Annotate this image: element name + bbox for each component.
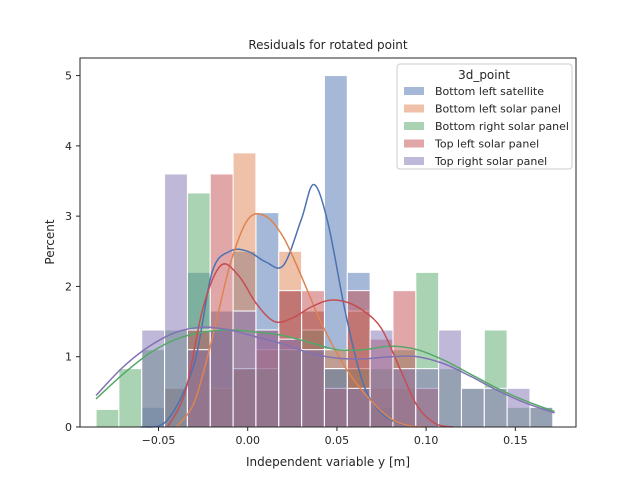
- bar-s4-b7: [255, 329, 280, 428]
- y-tick-label: 5: [65, 70, 72, 83]
- y-ticks: 0 1 2 3 4 5: [65, 70, 80, 434]
- x-tick-label: 0.05: [325, 434, 350, 447]
- kde-line-s3: [166, 263, 454, 428]
- bar-s4-b15: [438, 329, 462, 428]
- legend-entries: Bottom left satellite Bottom left solar p…: [404, 85, 569, 168]
- kde-line-s2: [95, 329, 555, 413]
- kde-layer: [95, 183, 555, 428]
- bar-s4-b8: [278, 338, 303, 428]
- x-tick-label: 0.15: [503, 434, 528, 447]
- legend-label: Top right solar panel: [434, 155, 547, 168]
- kde-line-s4: [95, 326, 555, 414]
- legend-swatch: [404, 139, 424, 148]
- bar-s4-b5: [209, 329, 234, 428]
- y-axis-label: Percent: [43, 219, 57, 264]
- legend-label: Top left solar panel: [434, 138, 539, 151]
- y-tick-label: 1: [65, 351, 72, 364]
- y-tick-label: 0: [65, 421, 72, 434]
- x-axis-label: Independent variable y [m]: [246, 455, 410, 469]
- legend-title: 3d_point: [458, 68, 510, 82]
- bar-s2-b1: [118, 368, 143, 428]
- kde-line-s1: [175, 212, 427, 428]
- bar-s4-b3: [164, 173, 188, 428]
- legend-swatch: [404, 104, 424, 113]
- bar-s4-b9: [301, 349, 325, 428]
- y-tick-label: 2: [65, 280, 72, 293]
- legend-swatch: [404, 122, 424, 130]
- legend-label: Bottom left satellite: [435, 85, 544, 98]
- plot-frame: [79, 57, 577, 428]
- x-tick-label: 0.10: [414, 434, 439, 447]
- legend-swatch: [404, 87, 424, 95]
- legend-label: Bottom left solar panel: [435, 103, 561, 116]
- y-tick-label: 4: [65, 140, 72, 153]
- bar-s4-b6: [232, 310, 257, 428]
- chart-title: Residuals for rotated point: [248, 38, 408, 52]
- x-tick-label: 0.00: [235, 434, 260, 447]
- bar-s4-b16: [460, 387, 485, 428]
- y-tick-label: 3: [65, 210, 72, 223]
- legend-box: [396, 63, 573, 170]
- legend-swatch: [404, 157, 424, 165]
- bar-s2-b0: [95, 408, 120, 428]
- x-ticks: −0.05 0.00 0.05 0.10 0.15: [142, 427, 528, 447]
- legend-label: Bottom right solar panel: [435, 120, 569, 133]
- bar-s4-b10: [323, 368, 348, 428]
- x-tick-label: −0.05: [142, 434, 176, 447]
- bar-s4-b11: [346, 387, 371, 428]
